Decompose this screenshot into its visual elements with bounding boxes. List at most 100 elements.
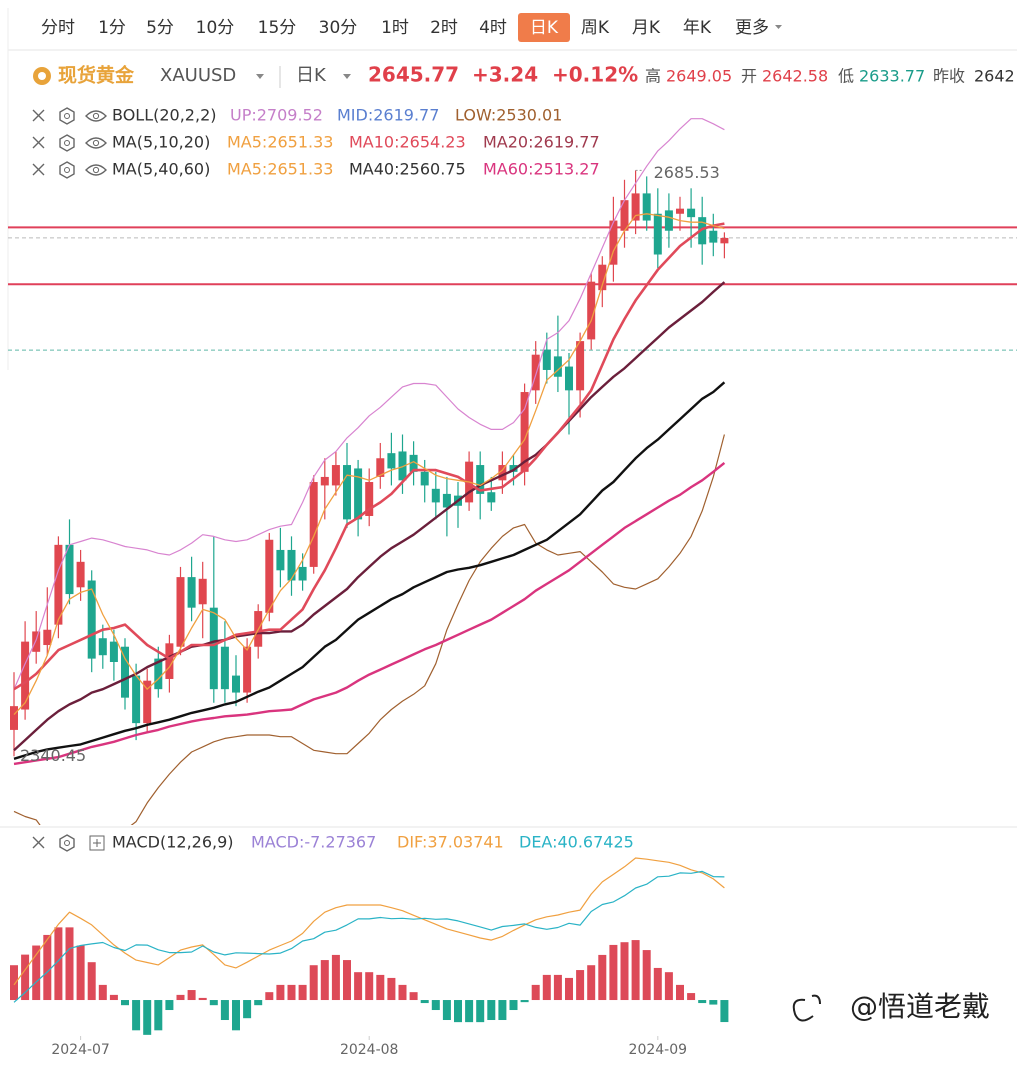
expand-icon[interactable] [89,835,105,851]
macd-bar [198,997,207,1001]
macd-bar [154,1000,163,1031]
close-icon[interactable] [32,136,45,149]
macd-bar [642,950,651,1001]
tab[interactable]: 日K [530,18,559,38]
max-label: 2685.53 [654,163,720,182]
expand-icon-plus[interactable] [93,839,101,847]
macd-bar [520,1000,529,1003]
price-plot [8,118,1017,825]
eye-icon-pupil[interactable] [92,166,100,174]
eye-icon[interactable] [85,164,107,176]
candle-body [43,629,52,646]
indicator-line [13,222,725,691]
candle-body [87,580,96,659]
prev-label: 昨收 [933,67,965,86]
macd-bar [76,945,85,1001]
macd-bar [476,1000,485,1023]
candle-body [354,468,363,520]
candle-body [65,544,74,595]
candle-body [198,578,207,605]
tab[interactable]: 15分 [258,18,297,38]
candle-body [642,193,651,221]
candle-body [21,641,30,710]
tab[interactable]: 5分 [146,18,174,38]
candle-body [720,237,729,244]
tab[interactable]: 月K [632,18,661,38]
macd-bar [465,1000,474,1023]
candle-body [565,366,573,391]
settings-icon-dot[interactable] [64,140,70,146]
indicator-value: MA5:2651.33 [227,160,333,179]
macd-bar [54,927,63,1001]
candle-body [298,566,307,581]
candle-body [676,208,684,214]
macd-bar [387,977,396,1001]
settings-icon[interactable] [59,834,75,852]
macd-bar [43,934,52,1001]
settings-icon[interactable] [59,107,75,125]
dropdown-arrow[interactable] [343,74,351,79]
candle-body [631,193,640,221]
settings-icon-dot[interactable] [64,840,70,846]
coin-icon-inner [38,72,46,80]
open-value: 2642.58 [762,67,828,86]
eye-icon[interactable] [85,110,107,122]
macd-bar [298,984,307,1001]
macd-bar [132,1000,141,1031]
macd-bar [232,1000,240,1031]
candle-body [709,230,718,243]
macd-bar [109,994,118,1001]
candle-body [687,208,696,218]
macd-bar [276,984,285,1001]
indicator-value: LOW:2530.01 [455,106,562,125]
macd-bar [21,954,30,1001]
settings-icon-dot[interactable] [64,167,70,173]
macd-bar [487,1000,496,1021]
eye-icon-pupil[interactable] [92,139,100,147]
tab[interactable]: 30分 [319,18,358,38]
candle-body [243,646,252,693]
macd-bar [509,1000,518,1011]
tab[interactable]: 4时 [479,18,507,38]
close-icon[interactable] [32,163,45,176]
macd-bar [576,970,585,1001]
settings-icon-dot[interactable] [64,113,70,119]
candle-body [420,471,429,486]
settings-icon[interactable] [59,161,75,179]
macd-bar [720,1000,729,1023]
eye-icon-pupil[interactable] [92,112,100,120]
dropdown-arrow[interactable] [775,25,782,29]
candle-body [487,492,496,503]
close-icon[interactable] [32,836,45,849]
macd-bar [165,1000,174,1011]
tab[interactable]: 2时 [430,18,458,38]
eye-icon[interactable] [85,137,107,149]
macd-bar [498,1000,507,1021]
macd-bar [687,993,696,1001]
tab[interactable]: 周K [581,18,610,38]
x-tick-label: 2024-09 [629,1042,688,1058]
indicator-value: UP:2709.52 [230,106,323,125]
tab[interactable]: 1分 [98,18,126,38]
macd-bar [442,1000,451,1021]
macd-bar [331,954,340,1001]
tab[interactable]: 10分 [196,18,235,38]
candle-body [98,638,107,656]
tab[interactable]: 1时 [381,18,409,38]
tab[interactable]: 分时 [41,18,75,38]
indicator-line [13,857,725,986]
macd-bar [664,972,673,1001]
indicator-value: MA5:2651.33 [227,133,333,152]
indicator-value: DIF:37.03741 [397,833,504,852]
close-icon[interactable] [32,109,45,122]
x-tick-label: 2024-07 [51,1042,110,1058]
candle-body [343,465,351,520]
macd-bar [709,1000,718,1005]
dropdown-arrow[interactable] [256,74,264,79]
candle-body [10,706,18,730]
tab[interactable]: 年K [683,18,712,38]
settings-icon[interactable] [59,134,75,152]
tab[interactable]: 更多 [735,18,769,38]
